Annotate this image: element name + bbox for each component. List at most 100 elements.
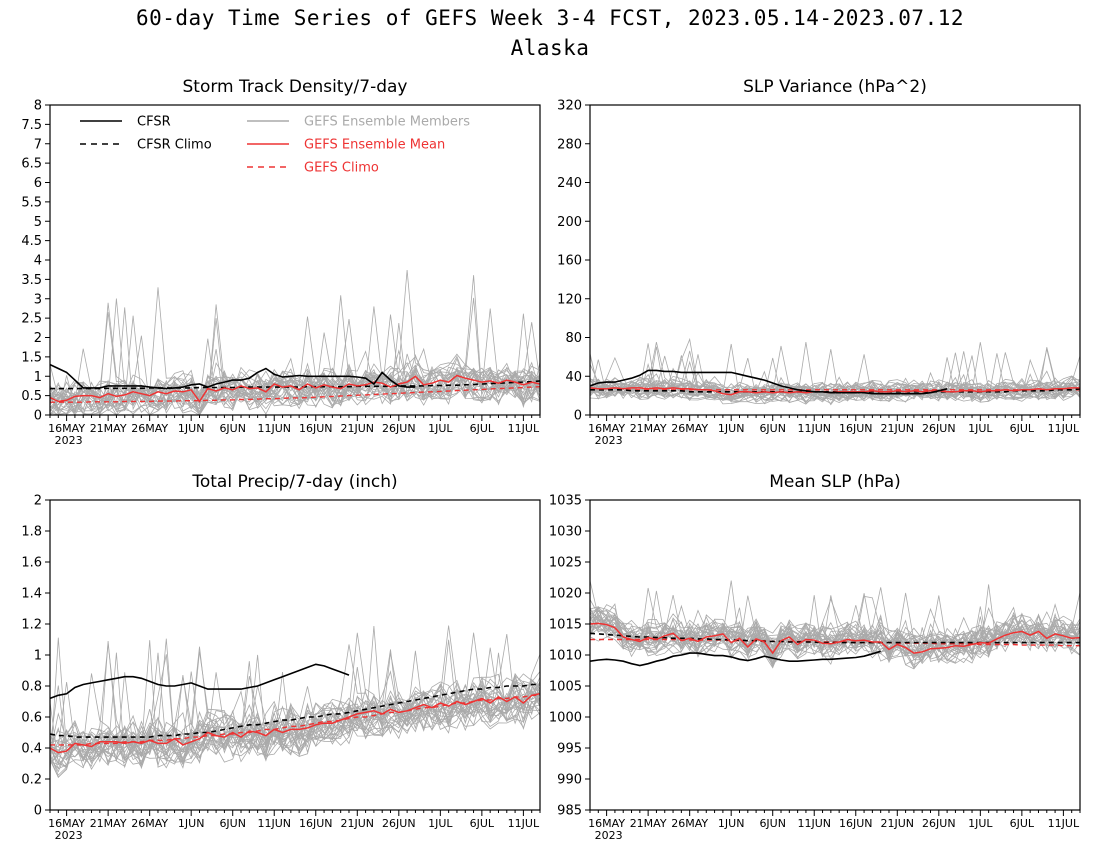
y-tick-label: 7: [34, 137, 42, 152]
x-tick-label: 16JUN: [299, 422, 333, 435]
x-tick-label: 26JUN: [922, 817, 956, 830]
y-tick-label: 995: [557, 742, 582, 757]
x-tick-label: 6JUL: [1010, 817, 1035, 830]
y-tick-label: 1.8: [21, 525, 42, 540]
panel-storm-track-density: Storm Track Density/7-day 0 0.5 1 1.5 2 2.5 3 3.…: [21, 77, 541, 447]
y-tick-label: 6: [34, 176, 42, 191]
x-tick-label: 1JUL: [968, 817, 993, 830]
y-tick-label: 990: [557, 773, 582, 788]
x-tick-label: 21JUN: [881, 817, 915, 830]
x-tick-label: 11JUN: [797, 422, 831, 435]
chart-legend: CFSR CFSR Climo GEFS Ensemble Members GEFS …: [80, 115, 470, 176]
x-tick-label: 16MAY: [588, 422, 625, 435]
x-tick-label: 26MAY: [131, 817, 168, 830]
series-gefs-ensemble-mean: [50, 693, 540, 754]
x-tick-label: 21MAY: [630, 817, 667, 830]
x-year-label: 2023: [595, 434, 623, 447]
x-year-label: 2023: [55, 434, 83, 447]
x-tick-label: 21MAY: [90, 422, 127, 435]
panel-total-precip: Total Precip/7-day (inch)00.20.40.60.811…: [21, 472, 541, 842]
x-tick-label: 11JUN: [257, 817, 291, 830]
x-tick-label: 21JUN: [341, 422, 375, 435]
ensemble-member-line: [50, 287, 540, 406]
x-tick-label: 6JUN: [219, 817, 246, 830]
y-tick-label: 1030: [549, 525, 582, 540]
panel-mean-slp: Mean SLP (hPa) 985 990 995 1000 1005 1010 1015 1…: [549, 472, 1081, 842]
y-tick-label: 3.5: [21, 273, 42, 288]
series-gefs-climo: [50, 386, 540, 403]
plot-area: [50, 625, 540, 778]
x-tick-label: 6JUL: [470, 817, 495, 830]
x-tick-label: 1JUN: [178, 422, 205, 435]
panel-title: Storm Track Density/7-day: [183, 77, 408, 97]
series-cfsr: [50, 363, 416, 390]
y-tick-label: 1.5: [21, 350, 42, 365]
y-tick-label: 7.5: [21, 118, 42, 133]
x-year-label: 2023: [55, 829, 83, 842]
x-tick-label: 6JUL: [1010, 422, 1035, 435]
y-tick-label: 3: [34, 292, 42, 307]
ensemble-member-line: [590, 357, 1080, 399]
y-tick-label: 1.2: [21, 618, 42, 633]
y-tick-label: 1.4: [21, 587, 42, 602]
x-tick-label: 21MAY: [90, 817, 127, 830]
plot-frame: [589, 499, 1081, 811]
plot-frame: [49, 499, 541, 811]
ensemble-member-line: [50, 654, 540, 760]
y-tick-label: 4.5: [21, 234, 42, 249]
x-tick-label: 16JUN: [299, 817, 333, 830]
panel-title: Total Precip/7-day (inch): [191, 472, 397, 492]
y-tick-label: 320: [557, 99, 582, 114]
series-gefs-ensemble-mean: [50, 374, 540, 403]
x-tick-label: 26JUN: [382, 422, 416, 435]
y-tick-label: 1020: [549, 587, 582, 602]
x-tick-label: 6JUN: [219, 422, 246, 435]
ensemble-member-line: [50, 349, 540, 415]
x-tick-label: 11JUL: [1048, 422, 1080, 435]
x-tick-label: 6JUN: [759, 817, 786, 830]
x-tick-label: 16MAY: [48, 422, 85, 435]
x-tick-label: 1JUN: [178, 817, 205, 830]
y-tick-label: 8: [34, 99, 42, 114]
plot-area: [590, 580, 1080, 670]
series-cfsr-climo: [50, 683, 540, 738]
ensemble-member-line: [50, 654, 540, 766]
ensemble-member-line: [50, 673, 540, 748]
y-tick-label: 0: [34, 409, 42, 424]
ensemble-member-line: [590, 580, 1080, 656]
ensemble-member-line: [590, 605, 1080, 662]
x-tick-label: 11JUN: [257, 422, 291, 435]
plot-frame: [589, 104, 1081, 416]
x-tick-label: 1JUL: [428, 422, 453, 435]
x-tick-label: 6JUN: [759, 422, 786, 435]
y-tick-label: 0.4: [21, 742, 42, 757]
x-tick-label: 6JUL: [470, 422, 495, 435]
y-tick-label: 1025: [549, 556, 582, 571]
y-tick-label: 0: [574, 409, 582, 424]
x-tick-label: 1JUL: [968, 422, 993, 435]
x-year-label: 2023: [595, 829, 623, 842]
y-tick-label: 240: [557, 176, 582, 191]
y-tick-label: 280: [557, 137, 582, 152]
ensemble-member-line: [590, 342, 1080, 403]
legend-label-gefs-ensemble-mean: GEFS Ensemble Mean: [304, 138, 445, 153]
x-tick-label: 26JUN: [382, 817, 416, 830]
plot-area: [50, 269, 540, 415]
y-tick-label: 160: [557, 254, 582, 269]
y-tick-label: 2: [34, 494, 42, 509]
y-tick-label: 2.5: [21, 312, 42, 327]
series-cfsr: [590, 650, 881, 667]
ensemble-member-line: [50, 670, 540, 756]
y-tick-label: 1: [34, 649, 42, 664]
plot-area: [590, 337, 1080, 406]
y-tick-label: 120: [557, 292, 582, 307]
ensemble-member-line: [50, 672, 540, 769]
y-tick-label: 1.6: [21, 556, 42, 571]
y-tick-label: 4: [34, 254, 42, 269]
x-tick-label: 21MAY: [630, 422, 667, 435]
y-tick-label: 40: [565, 370, 582, 385]
y-tick-label: 5: [34, 215, 42, 230]
x-tick-label: 26MAY: [671, 817, 708, 830]
y-tick-label: 1015: [549, 618, 582, 633]
